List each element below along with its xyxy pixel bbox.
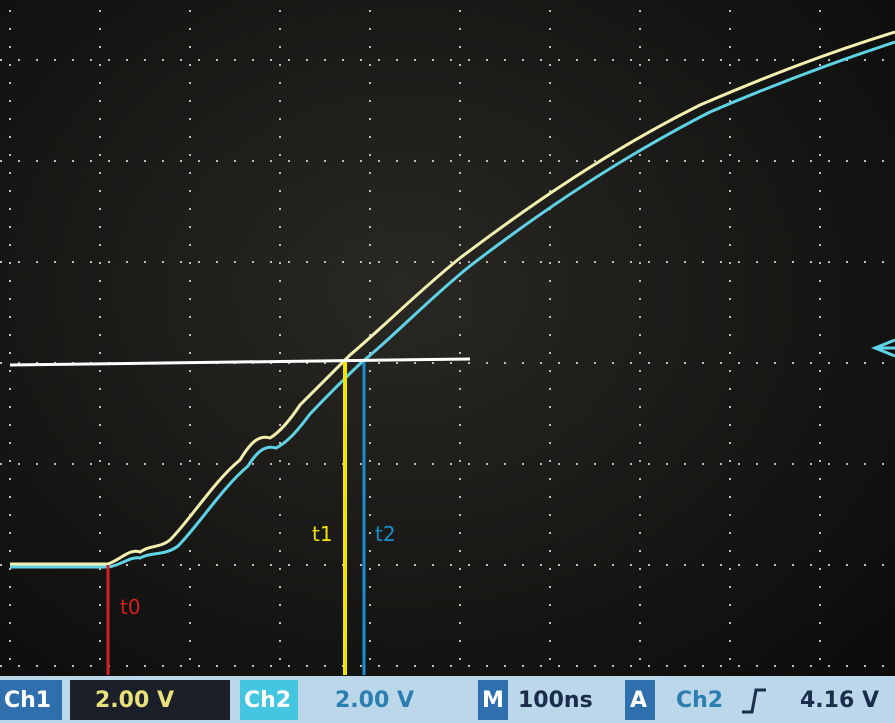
time-scale: 100ns: [518, 688, 593, 713]
trigger-tag: [625, 680, 655, 720]
threshold-line: [9, 357, 471, 367]
t2-label: t2: [375, 522, 396, 546]
ch2-trace: [10, 40, 895, 569]
trigger-source: Ch2: [676, 688, 723, 713]
trigger-level: 4.16 V: [800, 688, 879, 713]
ch2-label: Ch2: [244, 688, 291, 713]
t0-label: t0: [120, 595, 141, 619]
ch1-tag: [0, 680, 62, 720]
ch1-scale-box: [70, 680, 230, 720]
t1-label: t1: [312, 522, 333, 546]
ch2-scale: 2.00 V: [335, 688, 414, 713]
edge-icon: [742, 688, 766, 714]
time-tag: [478, 680, 508, 720]
trigger-label: A: [630, 688, 647, 713]
time-label: M: [482, 688, 504, 713]
ch2-tag: [240, 680, 298, 720]
trigger-arrow: [870, 338, 895, 358]
ch1-scale: 2.00 V: [95, 688, 174, 713]
ch1-trace: [10, 30, 895, 566]
ch1-label: Ch1: [4, 688, 51, 713]
